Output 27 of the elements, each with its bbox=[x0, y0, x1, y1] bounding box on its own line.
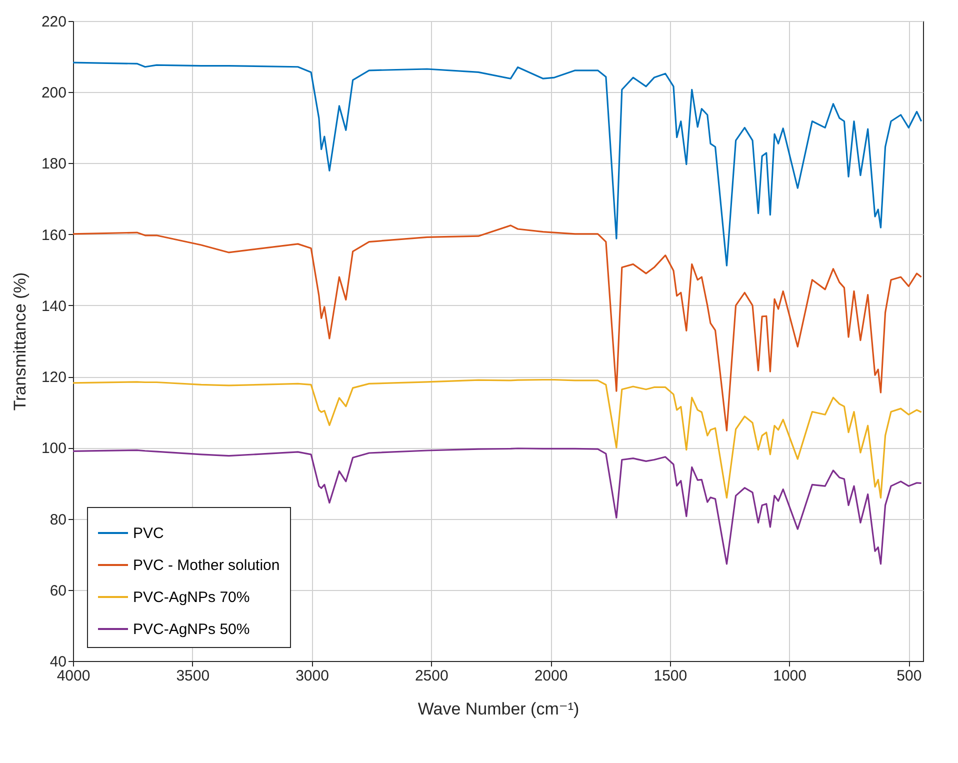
y-tick-label: 80 bbox=[50, 511, 66, 528]
y-axis-title: Transmittance (%) bbox=[10, 272, 30, 411]
x-tick-label: 2500 bbox=[414, 668, 448, 684]
y-tick-label: 160 bbox=[41, 226, 66, 244]
legend-label: PVC bbox=[133, 525, 164, 542]
y-tick-label: 180 bbox=[41, 156, 66, 173]
y-tick-label: 100 bbox=[41, 440, 66, 458]
legend-label: PVC-AgNPs 50% bbox=[133, 621, 250, 638]
y-tick-label: 40 bbox=[50, 654, 66, 670]
x-tick-label: 4000 bbox=[56, 668, 90, 684]
y-tick-label: 200 bbox=[41, 84, 66, 102]
x-tick-label: 1000 bbox=[773, 668, 806, 684]
y-tick-label: 120 bbox=[41, 369, 66, 386]
x-tick-label: 1500 bbox=[654, 668, 688, 684]
y-tick-label: 60 bbox=[50, 582, 66, 600]
y-tick-label: 140 bbox=[41, 298, 66, 315]
x-tick-label: 3500 bbox=[176, 668, 210, 684]
x-tick-label: 3000 bbox=[296, 668, 329, 684]
x-tick-label: 500 bbox=[896, 668, 922, 684]
legend-label: PVC - Mother solution bbox=[133, 557, 280, 574]
line-series bbox=[72, 224, 922, 432]
line-series bbox=[72, 62, 922, 266]
legend-label: PVC-AgNPs 70% bbox=[133, 589, 250, 606]
x-axis-title: Wave Number (cm⁻¹) bbox=[418, 700, 580, 718]
y-tick-label: 220 bbox=[41, 14, 66, 30]
x-tick-label: 2000 bbox=[534, 668, 568, 684]
line-series bbox=[72, 378, 922, 499]
